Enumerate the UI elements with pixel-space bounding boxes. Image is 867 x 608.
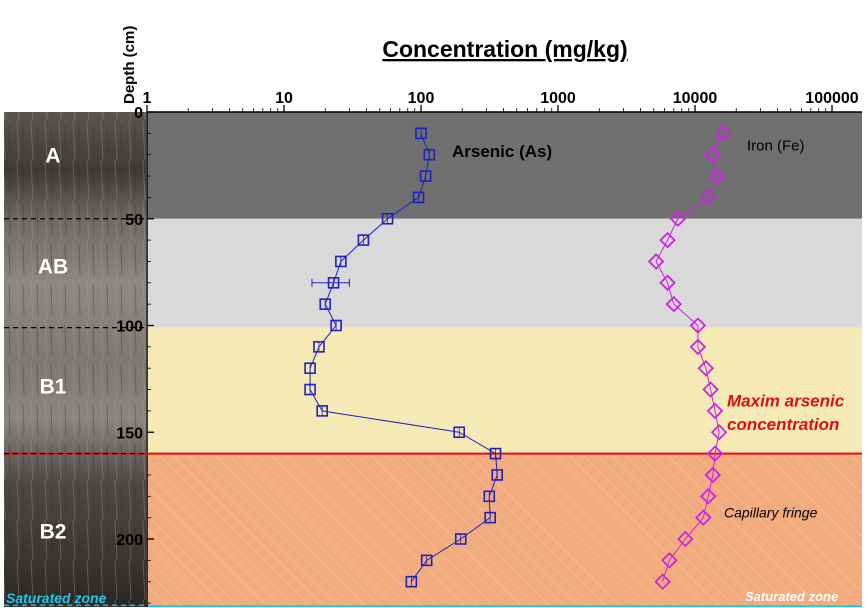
x-tick-label: 100000 <box>805 90 858 107</box>
annotations: Arsenic (As) Iron (Fe) Maxim arsenic concen… <box>6 137 845 606</box>
horizon-bands <box>4 112 862 607</box>
y-tick-label: 200 <box>116 532 143 549</box>
soil-label-ab: AB <box>38 256 68 279</box>
horizon-band-2 <box>147 327 862 454</box>
saturated-zone-label-left: Saturated zone <box>6 590 107 606</box>
series-iron <box>647 125 732 590</box>
data-point-diamond <box>689 338 707 356</box>
data-point-diamond <box>661 552 678 569</box>
soil-label-b1: B1 <box>40 375 67 398</box>
data-point-diamond <box>704 466 722 484</box>
data-point-diamond <box>706 402 724 420</box>
data-point-diamond <box>702 381 719 398</box>
y-tick-label: 0 <box>134 105 143 122</box>
data-point-diamond <box>704 146 722 163</box>
horizon-band-1 <box>147 218 862 328</box>
data-point-diamond <box>714 125 732 142</box>
data-point-diamond <box>697 359 715 377</box>
data-point-diamond <box>708 167 726 185</box>
max-arsenic-text-1: Maxim arsenic <box>727 392 845 411</box>
iron-label: Iron (Fe) <box>747 137 805 154</box>
chart-title: Concentration (mg/kg) <box>382 36 627 62</box>
data-point-diamond <box>700 189 717 206</box>
data-point-diamond <box>659 231 676 249</box>
data-point-diamond <box>665 295 683 313</box>
arsenic-label: Arsenic (As) <box>452 142 552 161</box>
soil-label-a: A <box>45 145 60 168</box>
saturated-zone-label-right: Saturated zone <box>745 589 838 604</box>
data-point-diamond <box>700 488 717 505</box>
y-tick-label: 50 <box>125 212 143 229</box>
data-series <box>304 125 732 590</box>
horizon-hatch <box>147 453 862 606</box>
axes: 1 10 100 1000 10000 100000 0 50 100 150 200 <box>116 90 862 607</box>
capillary-fringe-label: Capillary fringe <box>724 505 818 521</box>
data-point-diamond <box>677 530 694 548</box>
data-point-diamond <box>689 317 707 334</box>
data-point-diamond <box>710 423 728 441</box>
data-point-diamond <box>647 253 665 270</box>
data-point-diamond <box>706 445 724 462</box>
x-tick-label: 10 <box>275 90 293 107</box>
x-tick-label: 100 <box>408 90 435 107</box>
x-tick-label: 1000 <box>540 90 576 107</box>
y-axis-label: Depth (cm) <box>121 26 138 104</box>
horizon-band-4 <box>147 605 862 607</box>
y-tick-label: 100 <box>116 319 143 336</box>
x-tick-label: 1 <box>143 90 152 107</box>
data-point-diamond <box>659 274 676 292</box>
x-tick-label: 10000 <box>673 90 718 107</box>
series-line <box>655 133 724 582</box>
data-point-diamond <box>654 573 671 590</box>
horizon-band-0 <box>147 112 862 219</box>
saturated-photo-strip <box>4 605 147 607</box>
data-point-diamond <box>669 210 687 228</box>
series-arsenic <box>304 127 504 588</box>
soil-horizon-labels: A AB B1 B2 <box>38 145 68 544</box>
soil-label-b2: B2 <box>40 520 67 543</box>
series-line <box>309 133 498 582</box>
data-point-diamond <box>695 509 712 526</box>
max-arsenic-text-2: concentration <box>727 415 839 434</box>
y-tick-label: 150 <box>116 425 143 442</box>
soil-profile-photo <box>4 112 146 607</box>
